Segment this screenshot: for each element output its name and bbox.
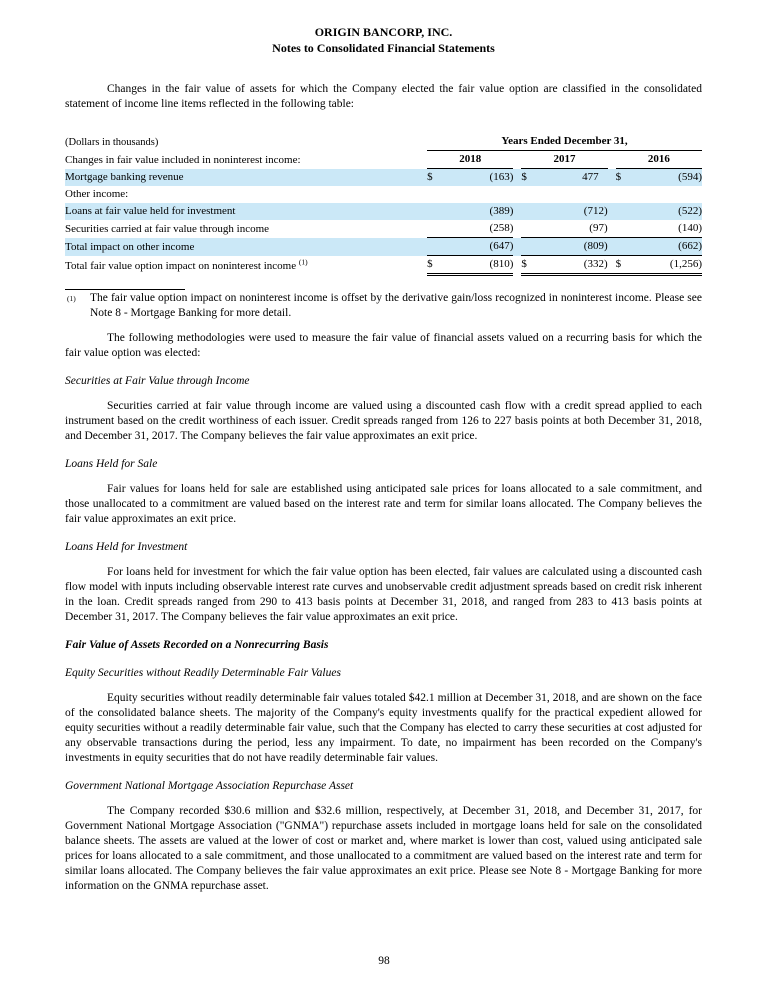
column-header-2017: 2017 (521, 150, 608, 169)
dollar-sign-cell (616, 186, 630, 203)
column-gap (513, 220, 521, 238)
value-cell: (809) (535, 237, 608, 256)
paragraph-loans-held-for-sale: Fair values for loans held for sale are … (65, 483, 702, 525)
column-gap (608, 186, 616, 203)
row-label: Total fair value option impact on nonint… (65, 256, 427, 275)
column-gap (608, 151, 616, 169)
footnote-text: The fair value option impact on noninter… (90, 292, 702, 319)
value-cell: (389) (441, 203, 514, 220)
page-number: 98 (378, 955, 390, 967)
dollar-sign-cell (615, 203, 630, 220)
column-gap (608, 220, 616, 238)
column-gap (513, 203, 522, 220)
footnote-reference: (1) (298, 256, 308, 266)
dollar-sign-cell: $ (427, 168, 442, 186)
dollar-sign-cell (427, 220, 441, 238)
dollar-sign-cell: $ (615, 255, 630, 276)
heading-loans-held-for-sale: Loans Held for Sale (65, 458, 158, 470)
value-cell: (332) (535, 255, 608, 276)
dollar-sign-cell (427, 203, 442, 220)
footnote-divider (65, 289, 185, 290)
row-label: Loans at fair value held for investment (65, 203, 428, 220)
dollar-sign-cell: $ (521, 255, 536, 276)
value-cell: (522) (629, 203, 702, 220)
paragraph-gnma-repurchase-asset: The Company recorded $30.6 million and $… (65, 805, 702, 892)
row-label-text: Total fair value option impact on nonint… (65, 259, 297, 272)
paragraph-securities-fair-value: Securities carried at fair value through… (65, 400, 702, 442)
table-row-loans-at-fair-value: Loans at fair value held for investment … (65, 203, 702, 220)
section-label: Changes in fair value included in nonint… (65, 153, 301, 166)
column-gap (607, 168, 616, 186)
footnote-marker: (1) (67, 294, 76, 303)
company-name: ORIGIN BANCORP, INC. (314, 25, 453, 39)
value-cell: (647) (441, 237, 514, 256)
heading-nonrecurring-basis: Fair Value of Assets Recorded on a Nonre… (65, 639, 329, 651)
value-cell: (163) (441, 168, 514, 186)
row-label: Mortgage banking revenue (65, 168, 428, 186)
heading-equity-securities: Equity Securities without Readily Determ… (65, 667, 341, 679)
paragraph-equity-securities: Equity securities without readily determ… (65, 692, 702, 764)
value-cell: (1,256) (629, 255, 702, 276)
document-header: ORIGIN BANCORP, INC. Notes to Consolidat… (65, 24, 702, 56)
fair-value-changes-table: (Dollars in thousands) Years Ended Decem… (65, 133, 702, 276)
dollar-sign-cell: $ (521, 168, 536, 186)
dollar-sign-cell (521, 186, 535, 203)
paragraph-methodologies: The following methodologies were used to… (65, 332, 702, 359)
column-gap (513, 237, 522, 256)
footnote: (1) The fair value option impact on noni… (65, 291, 702, 321)
dollar-sign-cell (521, 237, 536, 256)
value-cell: (258) (489, 222, 514, 234)
table-row-securities-carried: Securities carried at fair value through… (65, 220, 702, 238)
heading-securities-fair-value: Securities at Fair Value through Income (65, 375, 250, 387)
dollar-sign-cell (521, 220, 535, 238)
column-gap (607, 237, 616, 256)
table-header-row-columns: Changes in fair value included in nonint… (65, 150, 702, 169)
value-cell (630, 186, 702, 203)
dollar-sign-cell (427, 237, 442, 256)
intro-paragraph: Changes in the fair value of assets for … (65, 83, 702, 110)
value-cell: 477 (535, 168, 608, 186)
value-cell (441, 186, 513, 203)
dollar-sign-cell (616, 220, 630, 238)
value-cell: (97) (589, 222, 608, 234)
table-row-total-other-income: Total impact on other income (647) (809)… (65, 237, 702, 256)
value-cell: (140) (678, 222, 702, 234)
value-cell (535, 186, 607, 203)
table-row-total-fair-value-option: Total fair value option impact on nonint… (65, 255, 702, 276)
dollar-sign-cell: $ (615, 168, 630, 186)
heading-loans-held-for-investment: Loans Held for Investment (65, 541, 188, 553)
value-cell: (662) (629, 237, 702, 256)
column-gap (607, 255, 616, 276)
document-title: Notes to Consolidated Financial Statemen… (272, 41, 495, 55)
column-gap (513, 256, 521, 275)
table-row-mortgage-banking-revenue: Mortgage banking revenue $ (163) $ 477 $… (65, 168, 702, 186)
value-cell: (810) (441, 255, 514, 276)
value-cell: (594) (629, 168, 702, 186)
dollar-sign-cell (615, 237, 630, 256)
column-gap (607, 203, 616, 220)
column-gap (513, 186, 521, 203)
row-label: Other income: (65, 188, 129, 200)
dollar-sign-cell (521, 203, 536, 220)
row-label: Total impact on other income (65, 237, 428, 256)
heading-gnma-repurchase-asset: Government National Mortgage Association… (65, 780, 354, 792)
units-label: (Dollars in thousands) (65, 136, 159, 148)
dollar-sign-cell: $ (427, 255, 442, 276)
row-label: Securities carried at fair value through… (65, 222, 270, 235)
column-gap (513, 151, 521, 169)
table-row-other-income: Other income: (65, 186, 702, 203)
years-ended-header: Years Ended December 31, (427, 133, 702, 151)
paragraph-loans-held-for-investment: For loans held for investment for which … (65, 566, 702, 623)
value-cell: (712) (535, 203, 608, 220)
column-gap (513, 168, 522, 186)
column-header-2016: 2016 (615, 150, 702, 169)
table-header-row-years: (Dollars in thousands) Years Ended Decem… (65, 133, 702, 151)
column-header-2018: 2018 (427, 150, 514, 169)
dollar-sign-cell (427, 186, 441, 203)
